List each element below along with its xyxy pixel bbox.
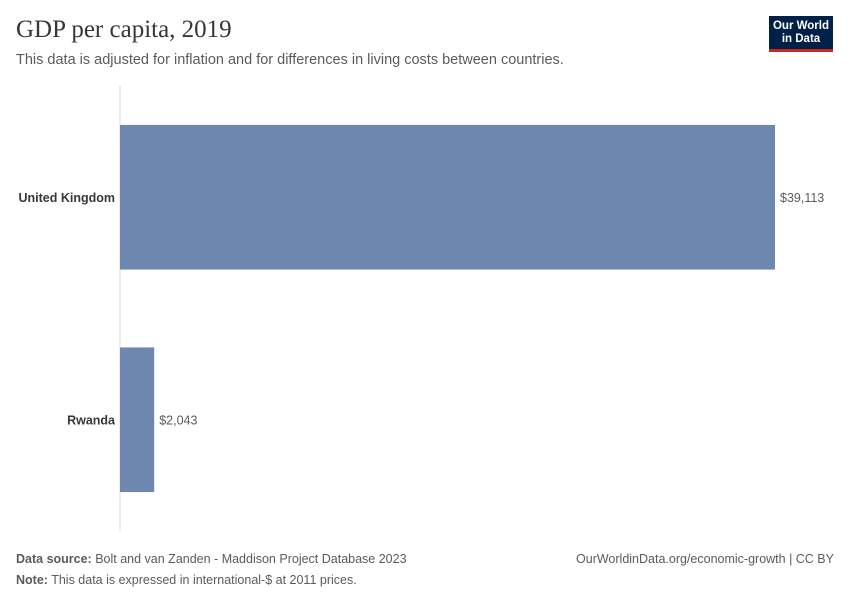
- category-label: Rwanda: [67, 413, 116, 427]
- note-text: This data is expressed in international-…: [51, 573, 357, 587]
- chart-title: GDP per capita, 2019: [16, 16, 232, 43]
- logo-line-2: in Data: [781, 33, 821, 45]
- data-source-label: Data source:: [16, 552, 92, 566]
- value-label: $39,113: [780, 191, 824, 205]
- data-source-text: Bolt and van Zanden - Maddison Project D…: [95, 552, 407, 566]
- note-line: Note: This data is expressed in internat…: [16, 570, 407, 591]
- credit-link[interactable]: OurWorldinData.org/economic-growth | CC …: [576, 552, 834, 566]
- chart-footer-notes: Data source: Bolt and van Zanden - Maddi…: [16, 549, 407, 591]
- bar: [120, 347, 155, 493]
- value-label: $2,043: [159, 413, 197, 427]
- data-source-line: Data source: Bolt and van Zanden - Maddi…: [16, 549, 407, 570]
- chart-subtitle: This data is adjusted for inflation and …: [16, 52, 564, 68]
- logo-line-1: Our World: [772, 20, 829, 32]
- note-label: Note:: [16, 573, 48, 587]
- bar: [120, 124, 775, 270]
- owid-logo[interactable]: Our World in Data: [769, 16, 833, 52]
- category-label: United Kingdom: [18, 191, 115, 205]
